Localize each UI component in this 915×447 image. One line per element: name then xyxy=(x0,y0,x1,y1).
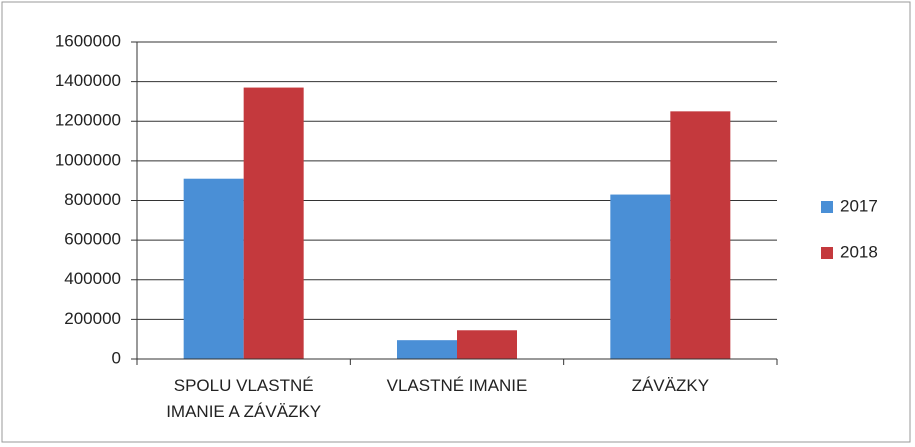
y-tick-label: 0 xyxy=(112,348,121,367)
legend-label: 2017 xyxy=(840,196,878,215)
y-tick-label: 800000 xyxy=(64,190,121,209)
legend-swatch xyxy=(821,247,833,259)
legend-swatch xyxy=(821,201,833,213)
y-tick-label: 600000 xyxy=(64,230,121,249)
y-tick-label: 1200000 xyxy=(55,111,121,130)
bar xyxy=(610,194,671,359)
bar xyxy=(243,87,304,359)
y-tick-label: 1400000 xyxy=(55,71,121,90)
bar xyxy=(457,330,517,359)
y-tick-label: 200000 xyxy=(64,309,121,328)
bar xyxy=(183,178,244,359)
x-tick-label: VLASTNÉ IMANIE xyxy=(386,376,528,395)
bar xyxy=(670,111,731,359)
x-tick-label: SPOLU VLASTNÉ IMANIE A ZÁVÄZKY xyxy=(166,376,322,421)
x-tick-label: ZÁVÄZKY xyxy=(631,376,710,395)
y-tick-label: 1000000 xyxy=(55,150,121,169)
legend-label: 2018 xyxy=(840,242,878,261)
y-tick-label: 400000 xyxy=(64,269,121,288)
y-tick-label: 1600000 xyxy=(55,31,121,50)
bar xyxy=(397,340,457,359)
